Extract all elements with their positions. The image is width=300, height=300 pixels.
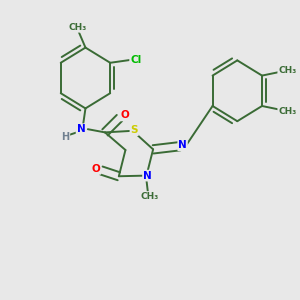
Text: H: H <box>61 132 69 142</box>
Text: CH₃: CH₃ <box>278 66 296 75</box>
Text: CH₃: CH₃ <box>278 106 296 116</box>
Text: N: N <box>76 124 85 134</box>
Text: N: N <box>178 140 187 150</box>
Text: N: N <box>143 171 152 181</box>
Text: CH₃: CH₃ <box>140 192 159 201</box>
Text: O: O <box>121 110 129 120</box>
Text: CH₃: CH₃ <box>69 23 87 32</box>
Text: Cl: Cl <box>130 55 141 64</box>
Text: S: S <box>130 125 138 135</box>
Text: O: O <box>92 164 100 174</box>
